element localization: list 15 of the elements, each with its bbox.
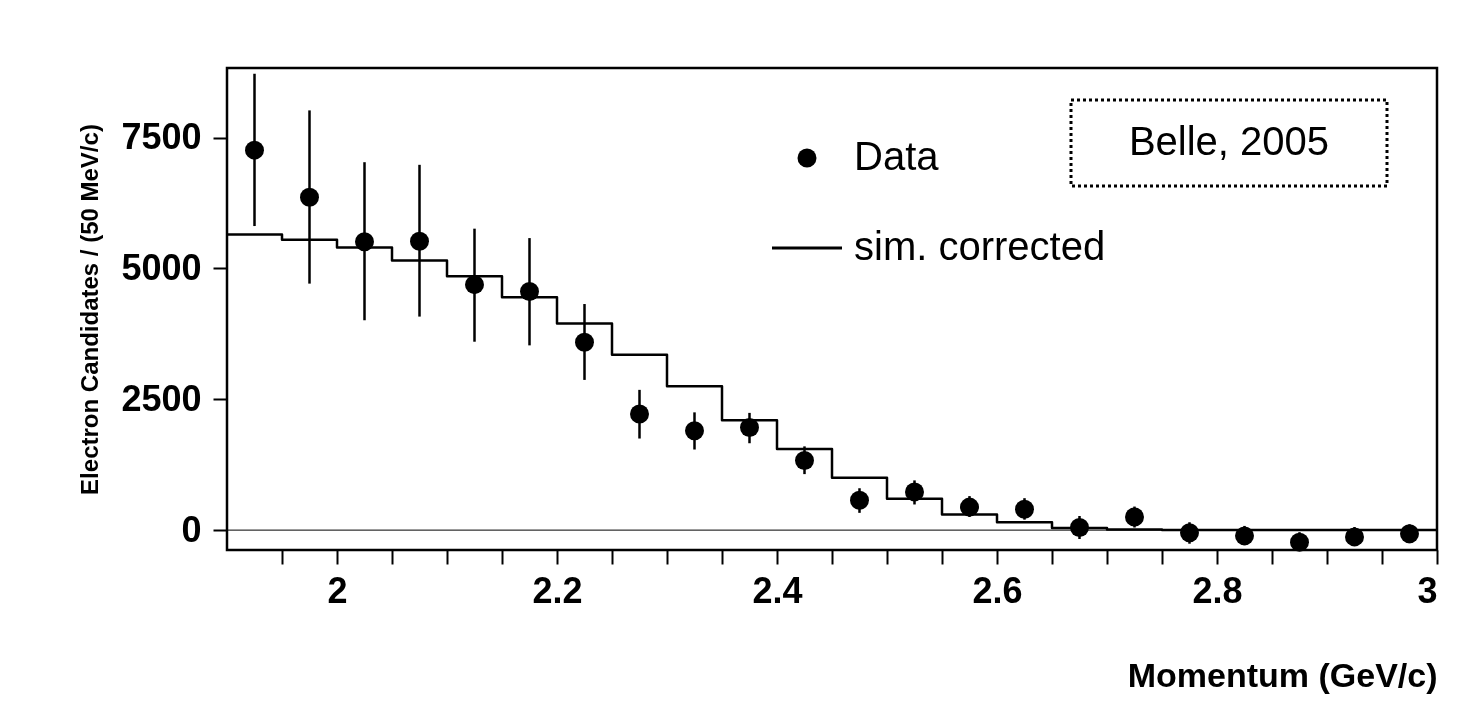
x-tick-label: 2.2 xyxy=(532,569,583,611)
x-tick-label: 2.8 xyxy=(1192,569,1243,611)
y-tick-label: 5000 xyxy=(121,246,202,288)
legend-label: Data xyxy=(854,134,940,178)
y-tick-label: 0 xyxy=(181,508,202,550)
x-tick-label: 2 xyxy=(327,569,348,611)
annotation: Belle, 2005 xyxy=(1128,119,1330,163)
x-axis-title: Momentum (GeV/c) xyxy=(1127,655,1438,694)
x-tick-label: 3 xyxy=(1417,569,1438,611)
y-axis-title: Electron Candidates / (50 MeV/c) xyxy=(76,124,104,495)
x-tick-label: 2.6 xyxy=(972,569,1023,611)
y-tick-label: 7500 xyxy=(121,116,202,158)
x-tick-label: 2.4 xyxy=(752,569,803,611)
legend-label: sim. corrected xyxy=(854,224,1106,268)
y-tick-label: 2500 xyxy=(121,377,202,419)
